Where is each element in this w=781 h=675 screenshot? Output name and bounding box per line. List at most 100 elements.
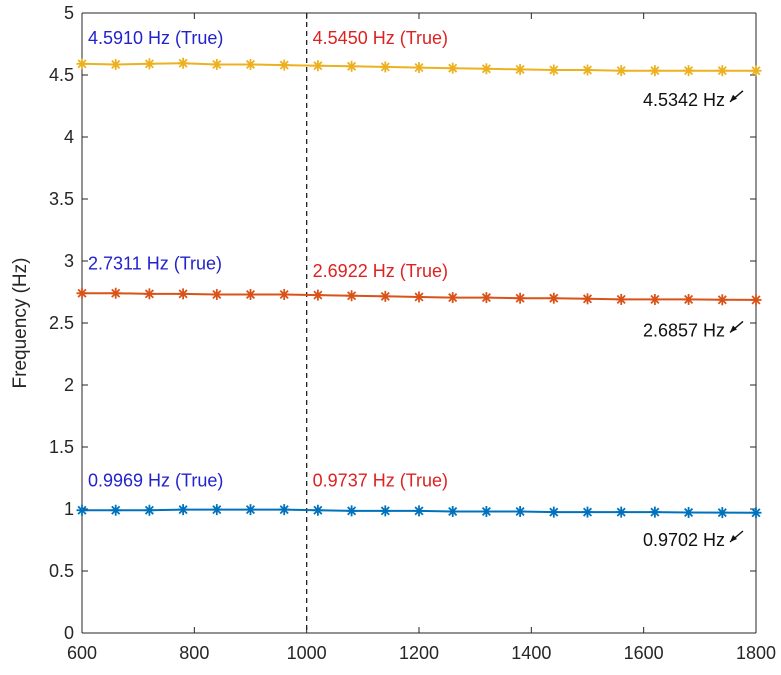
data-point <box>750 507 762 519</box>
true-value-annotation: 4.5910 Hz (True) <box>88 28 223 48</box>
data-point <box>582 293 593 305</box>
y-tick-label: 1 <box>64 499 74 519</box>
data-point <box>480 63 492 75</box>
x-tick-label: 600 <box>67 643 97 663</box>
data-point <box>514 505 526 517</box>
data-point <box>582 64 593 76</box>
data-point <box>143 504 155 516</box>
data-point <box>514 292 526 304</box>
value-annotation: 2.6857 Hz <box>643 320 725 340</box>
series-1 <box>76 57 762 77</box>
data-point <box>447 62 459 74</box>
data-point <box>413 62 425 74</box>
data-point <box>177 57 189 69</box>
series-2 <box>76 287 762 306</box>
data-point <box>76 504 88 516</box>
data-point <box>211 504 223 516</box>
y-tick-label: 4.5 <box>49 65 74 85</box>
true-value-annotation: 2.6922 Hz (True) <box>313 261 448 281</box>
data-point <box>615 65 627 77</box>
data-point <box>750 65 762 77</box>
y-tick-label: 2 <box>64 375 74 395</box>
x-tick-label: 800 <box>179 643 209 663</box>
data-point <box>110 504 122 516</box>
y-tick-label: 3 <box>64 251 74 271</box>
value-annotation: 4.5342 Hz <box>643 90 725 110</box>
data-point <box>548 64 560 76</box>
data-point <box>245 58 256 70</box>
annotation-arrow-head <box>730 535 737 542</box>
annotation-arrow-head <box>730 325 737 333</box>
data-point <box>110 58 122 70</box>
data-point <box>379 290 391 302</box>
data-point <box>649 65 661 77</box>
data-point <box>211 58 223 70</box>
data-point <box>683 65 695 77</box>
data-point <box>177 504 189 516</box>
plot-background <box>82 13 756 633</box>
data-point <box>379 61 391 73</box>
annotation-arrow-head <box>730 94 737 102</box>
data-point <box>110 287 122 299</box>
data-point <box>379 505 391 517</box>
axes: 600 800 1000 1200 1400 1600 1800 0 0.5 1 1.5 2 2.5 3 3… <box>49 3 776 663</box>
data-point <box>245 288 256 300</box>
data-point <box>649 506 661 518</box>
data-point <box>312 60 324 72</box>
data-point <box>413 291 425 303</box>
x-tick-label: 1600 <box>624 643 664 663</box>
data-point <box>683 293 695 305</box>
data-point <box>716 65 728 77</box>
data-point <box>716 507 728 519</box>
data-point <box>582 506 593 518</box>
data-point <box>76 287 88 299</box>
data-point <box>480 505 492 517</box>
data-point <box>278 288 290 300</box>
data-point <box>346 290 358 302</box>
y-tick-label: 3.5 <box>49 189 74 209</box>
data-point <box>245 504 256 516</box>
data-point <box>683 506 695 518</box>
x-tick-label: 1000 <box>287 643 327 663</box>
value-annotation: 0.9702 Hz <box>643 530 725 550</box>
y-tick-label: 2.5 <box>49 313 74 333</box>
true-value-annotation: 2.7311 Hz (True) <box>88 253 222 273</box>
data-point <box>312 289 324 301</box>
true-value-annotation: 0.9969 Hz (True) <box>88 470 223 490</box>
data-point <box>548 292 560 304</box>
data-point <box>480 292 492 304</box>
data-point <box>649 293 661 305</box>
data-point <box>447 292 459 304</box>
data-point <box>615 506 627 518</box>
data-point <box>177 288 189 300</box>
data-point <box>346 505 358 517</box>
annotation-layer: 4.5910 Hz (True) 4.5450 Hz (True) 4.5342 H… <box>88 28 744 550</box>
x-tick-label: 1800 <box>736 643 776 663</box>
data-point <box>447 505 459 517</box>
data-point <box>211 288 223 300</box>
y-axis-title: Frequency (Hz) <box>10 258 31 389</box>
data-point <box>413 505 425 517</box>
y-tick-label: 0 <box>64 623 74 643</box>
data-point <box>143 288 155 300</box>
data-point <box>716 294 728 306</box>
plot-area <box>82 13 756 633</box>
true-value-annotation: 0.9737 Hz (True) <box>313 470 448 490</box>
series-3 <box>76 504 762 519</box>
y-tick-label: 4 <box>64 127 74 147</box>
y-tick-label: 1.5 <box>49 437 74 457</box>
data-point <box>548 506 560 518</box>
series-layer <box>76 57 762 519</box>
data-point <box>312 504 324 516</box>
data-point <box>750 294 762 306</box>
x-tick-label: 1200 <box>399 643 439 663</box>
data-point <box>615 293 627 305</box>
data-point <box>143 58 155 70</box>
data-point <box>278 59 290 71</box>
y-tick-label: 0.5 <box>49 561 74 581</box>
data-point <box>514 63 526 75</box>
data-point <box>278 504 290 516</box>
data-point <box>346 60 358 72</box>
y-tick-label: 5 <box>64 3 74 23</box>
